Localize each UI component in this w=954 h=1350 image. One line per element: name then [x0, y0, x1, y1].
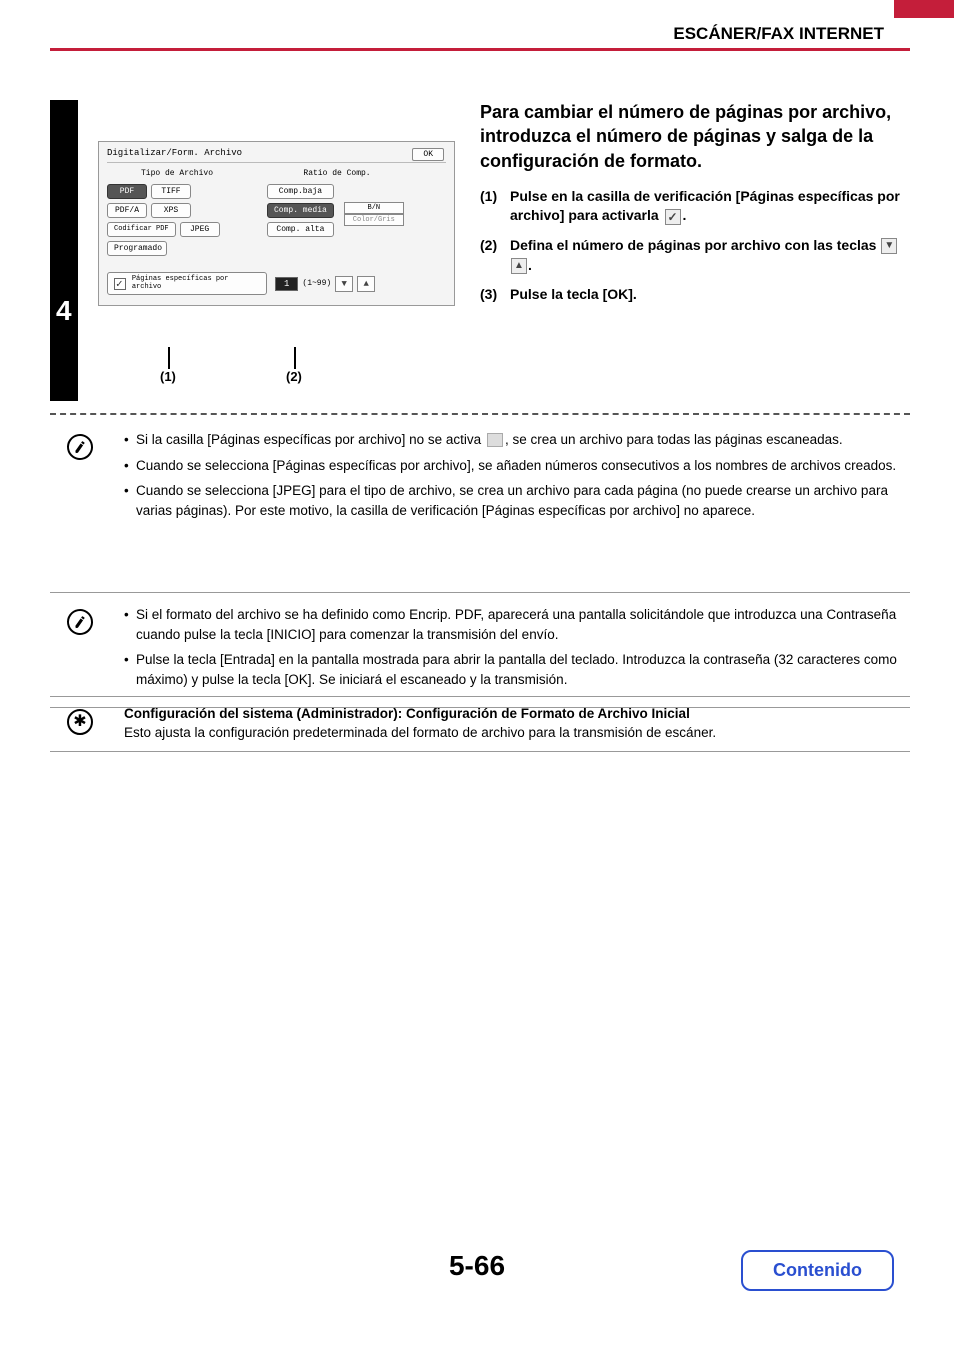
- up-arrow-icon: ▲: [511, 258, 527, 274]
- admin-body: Esto ajusta la configuración predetermin…: [124, 724, 716, 743]
- panel-title: Digitalizar/Form. Archivo: [107, 148, 446, 158]
- note1-item-3: Cuando se selecciona [JPEG] para el tipo…: [124, 481, 900, 520]
- pages-per-file-row[interactable]: Páginas específicas por archivo: [107, 272, 267, 295]
- callout-2-line: [294, 347, 296, 369]
- header-red-accent: [894, 0, 954, 18]
- pencil-icon: [65, 432, 95, 462]
- notes-block-1: Si la casilla [Páginas específicas por a…: [50, 430, 910, 526]
- page-count-spinner: 1 (1~99) ▼ ▲: [275, 276, 375, 292]
- pencil-icon: [65, 607, 95, 637]
- step-2-text: Defina el número de páginas por archivo …: [510, 237, 880, 253]
- enc-pdf-button[interactable]: Codificar PDF: [107, 222, 176, 237]
- ok-button[interactable]: OK: [412, 148, 444, 161]
- step-number: 4: [56, 295, 72, 327]
- step-3-text: Pulse la tecla [OK].: [510, 285, 910, 305]
- step-2-text-after: .: [528, 257, 532, 273]
- format-settings-panel: Digitalizar/Form. Archivo OK Tipo de Arc…: [98, 141, 455, 306]
- comp-high-button[interactable]: Comp. alta: [267, 222, 334, 237]
- instruction-heading: Para cambiar el número de páginas por ar…: [480, 100, 910, 173]
- spinner-value: 1: [275, 277, 298, 291]
- header-underline: [50, 48, 910, 51]
- programmed-button[interactable]: Programado: [107, 241, 167, 256]
- note2-item-1: Si el formato del archivo se ha definido…: [124, 605, 900, 644]
- comp-med-button[interactable]: Comp. media: [267, 203, 334, 218]
- admin-title: Configuración del sistema (Administrador…: [124, 705, 716, 724]
- notes-block-2: Si el formato del archivo se ha definido…: [50, 592, 910, 708]
- xps-button[interactable]: XPS: [151, 203, 191, 218]
- down-arrow-icon: ▼: [881, 238, 897, 254]
- dotted-separator: [50, 413, 910, 415]
- pdfa-button[interactable]: PDF/A: [107, 203, 147, 218]
- bw-option[interactable]: B/N: [344, 202, 404, 214]
- jpeg-button[interactable]: JPEG: [180, 222, 220, 237]
- note1-item-1: Si la casilla [Páginas específicas por a…: [124, 430, 900, 450]
- step-1-text-after: .: [683, 207, 687, 223]
- file-type-label: Tipo de Archivo: [107, 169, 247, 178]
- unchecked-box-icon: [487, 433, 503, 447]
- compression-label: Ratio de Comp.: [267, 169, 407, 178]
- comp-low-button[interactable]: Comp.baja: [267, 184, 334, 199]
- step-3: (3) Pulse la tecla [OK].: [480, 285, 910, 305]
- callout-1-label: (1): [160, 369, 176, 384]
- check-icon: [665, 209, 681, 225]
- note2-item-2: Pulse la tecla [Entrada] en la pantalla …: [124, 650, 900, 689]
- pages-checkbox[interactable]: [114, 278, 126, 290]
- gear-icon: ✱: [67, 709, 93, 735]
- tiff-button[interactable]: TIFF: [151, 184, 191, 199]
- header-title: ESCÁNER/FAX INTERNET: [673, 24, 884, 44]
- admin-config-block: ✱ Configuración del sistema (Administrad…: [50, 696, 910, 752]
- step-3-num: (3): [480, 285, 510, 305]
- step-1: (1) Pulse en la casilla de verificación …: [480, 187, 910, 226]
- step-1-num: (1): [480, 187, 510, 226]
- callout-1-line: [168, 347, 170, 369]
- note1-item-2: Cuando se selecciona [Páginas específica…: [124, 456, 900, 476]
- step-4-block: 4 (3) Digitalizar/Form. Archivo OK Tipo …: [50, 100, 910, 526]
- step-1-text: Pulse en la casilla de verificación [Pág…: [510, 188, 900, 224]
- color-option[interactable]: Color/Gris: [344, 214, 404, 226]
- spinner-up[interactable]: ▲: [357, 276, 375, 292]
- step-2-num: (2): [480, 236, 510, 275]
- bw-color-toggle[interactable]: B/N Color/Gris: [344, 202, 404, 226]
- instruction-text: Para cambiar el número de páginas por ar…: [470, 100, 910, 401]
- pdf-button[interactable]: PDF: [107, 184, 147, 199]
- step-2: (2) Defina el número de páginas por arch…: [480, 236, 910, 275]
- pages-checkbox-label: Páginas específicas por archivo: [132, 276, 260, 291]
- spinner-range: (1~99): [302, 279, 331, 288]
- contents-button[interactable]: Contenido: [741, 1250, 894, 1291]
- spinner-down[interactable]: ▼: [335, 276, 353, 292]
- step-sidebar: 4: [50, 100, 78, 401]
- callout-2-label: (2): [286, 369, 302, 384]
